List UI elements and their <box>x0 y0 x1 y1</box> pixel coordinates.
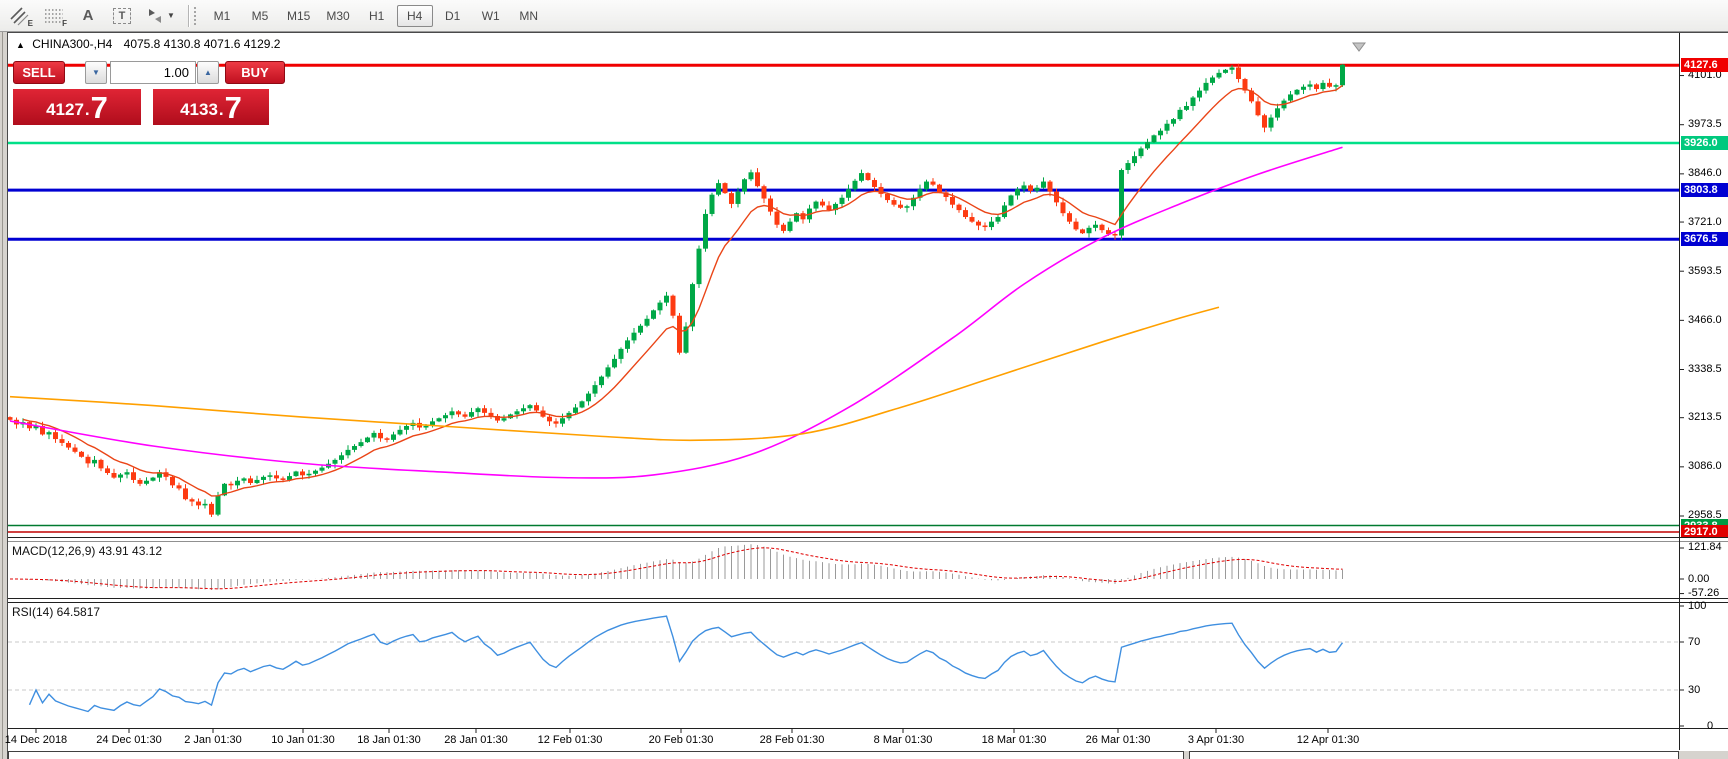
timeframe-button-m30[interactable]: M30 <box>326 8 350 23</box>
time-tick-label: 3 Apr 01:30 <box>1187 734 1245 746</box>
price-badge: 3926.0 <box>1681 136 1728 151</box>
price-badge: 3803.8 <box>1681 183 1728 198</box>
tool-letter: T <box>112 7 132 24</box>
fibonacci-tool-icon[interactable]: F <box>40 4 68 28</box>
timeframe-button-h1[interactable]: H1 <box>369 8 385 23</box>
text-label-tool-icon[interactable]: T <box>108 4 136 28</box>
price-tick-label: 3086.0 <box>1688 460 1722 473</box>
macd-axis-label: 0.00 <box>1688 572 1710 585</box>
rsi-panel-splitter[interactable] <box>8 597 1728 603</box>
time-tick-label: 18 Jan 01:30 <box>357 734 421 746</box>
time-tick-label: 2 Jan 01:30 <box>184 734 242 746</box>
arrows-tool-icon[interactable]: ▼ <box>142 4 178 28</box>
volume-input[interactable] <box>110 61 196 84</box>
time-tick-label: 18 Mar 01:30 <box>981 734 1047 746</box>
indicator-axis[interactable]: 121.84 0.00 -57.26 100 70 30 0 <box>1680 537 1728 751</box>
time-tick-label: 28 Feb 01:30 <box>759 734 825 746</box>
price-tick-label: 3593.5 <box>1688 264 1722 277</box>
price-tick-label: 3973.5 <box>1688 118 1722 131</box>
tool-letter: F <box>62 18 67 28</box>
price-badge: 2917.0 <box>1681 524 1728 537</box>
sell-price-frac: 7 <box>90 90 108 125</box>
time-tick-label: 14 Dec 2018 <box>4 734 68 746</box>
docked-window-left[interactable] <box>8 751 1184 759</box>
text-tool-icon[interactable]: A <box>82 7 94 24</box>
chart-title: ▲ CHINA300-,H4 4075.8 4130.8 4071.6 4129… <box>16 37 280 51</box>
buy-price-frac: 7 <box>224 90 242 125</box>
chevron-down-icon: ▼ <box>167 11 175 20</box>
macd-panel-splitter[interactable] <box>8 535 1728 541</box>
time-tick-label: 26 Mar 01:30 <box>1085 734 1151 746</box>
time-axis[interactable]: 14 Dec 2018 24 Dec 01:30 2 Jan 01:30 10 Jan… <box>5 729 1728 751</box>
sell-button[interactable]: SELL <box>13 61 65 84</box>
ohlc-values: 4075.8 4130.8 4071.6 4129.2 <box>123 37 281 51</box>
price-badge: 4127.6 <box>1681 58 1728 73</box>
chevron-down-icon: ▼ <box>92 68 100 77</box>
price-axis[interactable]: 4101.0 3973.5 3846.0 3721.0 3593.5 3466.0 3338… <box>1680 33 1728 537</box>
docked-window-edge <box>8 751 1728 759</box>
rsi-axis-label: 100 <box>1688 599 1707 612</box>
volume-increase-button[interactable]: ▲ <box>197 61 219 84</box>
time-tick-label: 24 Dec 01:30 <box>96 734 162 746</box>
price-tick-label: 2958.5 <box>1688 509 1722 522</box>
buy-price-display[interactable]: 4133 . 7 <box>153 89 269 125</box>
rsi-axis-label: 30 <box>1688 683 1701 696</box>
time-tick-label: 12 Apr 01:30 <box>1296 734 1360 746</box>
rsi-indicator-label: RSI(14) 64.5817 <box>12 605 101 619</box>
buy-price-int: 4133 <box>180 100 218 119</box>
time-tick-label: 12 Feb 01:30 <box>537 734 603 746</box>
timeframe-button-m5[interactable]: M5 <box>251 8 269 23</box>
symbol-period-label: CHINA300-,H4 <box>32 37 113 51</box>
sell-price-int: 4127 <box>46 100 84 119</box>
price-tick-label: 3338.5 <box>1688 362 1722 375</box>
toolbar-separator <box>188 4 189 27</box>
timeframe-button-mn[interactable]: MN <box>519 8 539 23</box>
buy-button[interactable]: BUY <box>225 61 285 84</box>
timeframe-button-h4[interactable]: H4 <box>396 4 433 27</box>
chart-plot-area[interactable] <box>8 33 1728 759</box>
rsi-axis-label: 70 <box>1688 635 1701 648</box>
volume-decrease-button[interactable]: ▼ <box>85 61 107 84</box>
timeframe-button-w1[interactable]: W1 <box>481 8 500 23</box>
macd-axis-label: 121.84 <box>1688 541 1722 554</box>
rsi-axis-label: 0 <box>1707 719 1714 732</box>
time-tick-label: 10 Jan 01:30 <box>271 734 335 746</box>
sell-price-dot: . <box>84 100 90 119</box>
main-toolbar: E F A T ▼ M1 M5 M15 M30 H1 H4 D1 W1 MN <box>0 0 1728 32</box>
equidistant-channel-tool-icon[interactable]: E <box>6 4 34 28</box>
buy-price-dot: . <box>218 100 224 119</box>
price-tick-label: 3466.0 <box>1688 313 1722 326</box>
chevron-up-icon: ▲ <box>204 68 212 77</box>
timeframe-button-d1[interactable]: D1 <box>445 8 461 23</box>
collapse-triangle-icon[interactable]: ▲ <box>16 40 25 50</box>
time-tick-label: 8 Mar 01:30 <box>873 734 933 746</box>
timeframe-group: M1 M5 M15 M30 H1 H4 D1 W1 MN <box>203 4 548 27</box>
price-tick-label: 3846.0 <box>1688 167 1722 180</box>
time-tick-label: 20 Feb 01:30 <box>648 734 714 746</box>
time-tick-label: 28 Jan 01:30 <box>444 734 508 746</box>
docked-window-right[interactable] <box>1189 751 1679 759</box>
timeframe-button-m15[interactable]: M15 <box>287 8 311 23</box>
macd-indicator-label: MACD(12,26,9) 43.91 43.12 <box>12 544 163 558</box>
price-badge: 3676.5 <box>1681 232 1728 247</box>
macd-axis-label: -57.26 <box>1688 587 1720 600</box>
sell-price-display[interactable]: 4127 . 7 <box>13 89 141 125</box>
tool-letter: E <box>27 18 33 28</box>
price-tick-label: 3213.5 <box>1688 411 1722 424</box>
window-frame-edge <box>2 32 3 759</box>
toolbar-drag-handle[interactable] <box>193 5 197 26</box>
price-tick-label: 3721.0 <box>1688 215 1722 228</box>
timeframe-button-m1[interactable]: M1 <box>213 8 231 23</box>
chart-window: ▲ CHINA300-,H4 4075.8 4130.8 4071.6 4129… <box>5 32 1728 759</box>
